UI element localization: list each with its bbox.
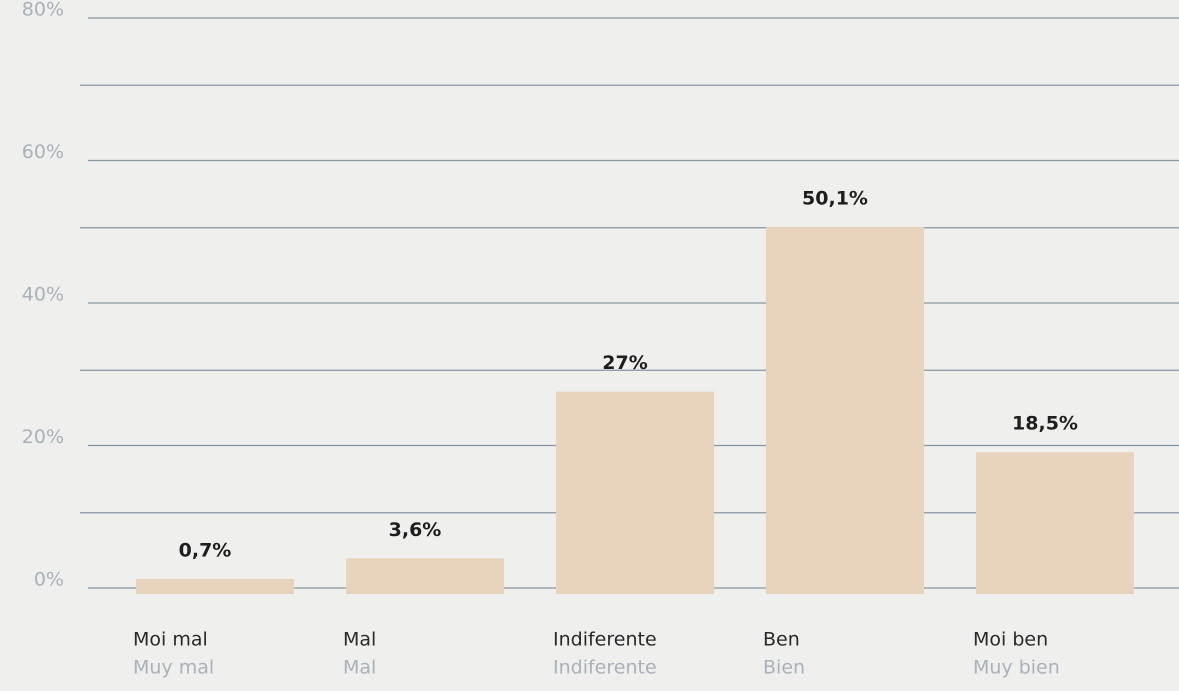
bar bbox=[976, 452, 1134, 594]
value-label: 50,1% bbox=[802, 188, 868, 210]
y-tick-label: 60% bbox=[22, 141, 64, 163]
x-tick-label-translation: Mal bbox=[343, 657, 376, 679]
x-tick-label: Moi mal bbox=[133, 629, 208, 651]
bar bbox=[346, 558, 504, 594]
bar bbox=[136, 579, 294, 594]
y-tick-label: 20% bbox=[22, 426, 64, 448]
x-tick-label-translation: Bien bbox=[763, 657, 805, 679]
value-label: 18,5% bbox=[1012, 413, 1078, 435]
bar bbox=[556, 391, 714, 594]
x-tick-label: Ben bbox=[763, 629, 800, 651]
y-tick-label: 40% bbox=[22, 284, 64, 306]
value-label: 3,6% bbox=[389, 519, 442, 541]
value-label: 0,7% bbox=[179, 540, 232, 562]
y-tick-label: 0% bbox=[34, 569, 64, 591]
x-tick-label: Indiferente bbox=[553, 629, 657, 651]
y-tick-label: 80% bbox=[22, 0, 64, 21]
x-tick-label: Mal bbox=[343, 629, 376, 651]
x-tick-label: Moi ben bbox=[973, 629, 1048, 651]
x-tick-label-translation: Muy mal bbox=[133, 657, 214, 679]
x-tick-label-translation: Muy bien bbox=[973, 657, 1060, 679]
value-label: 27% bbox=[602, 352, 647, 374]
bar bbox=[766, 227, 924, 594]
x-tick-label-translation: Indiferente bbox=[553, 657, 657, 679]
